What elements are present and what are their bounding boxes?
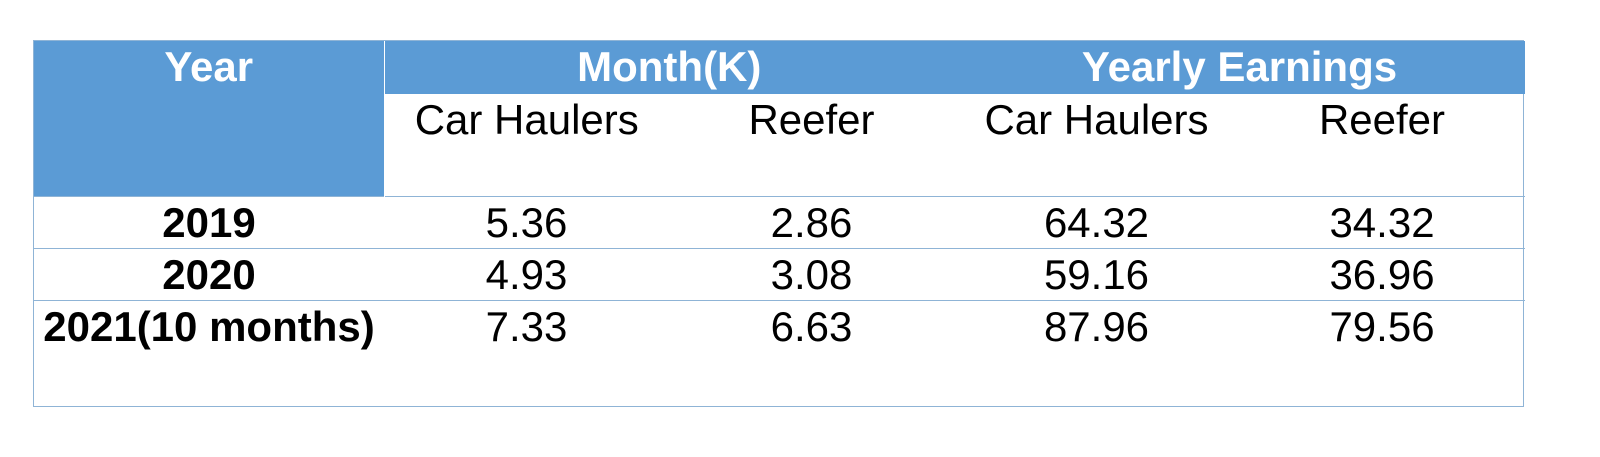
earnings-table: Year Month(K) Yearly Earnings Car Hauler… xyxy=(34,41,1526,406)
table-row: 2021(10 months) 7.33 6.63 87.96 79.56 xyxy=(34,300,1526,406)
row-year: 2019 xyxy=(34,196,384,249)
month-car-haulers-header: Car Haulers xyxy=(414,96,639,143)
table-cell: 64.32 xyxy=(954,196,1239,249)
table-cell: 59.16 xyxy=(954,248,1239,301)
row-year: 2020 xyxy=(34,248,384,301)
table-row: 2020 4.93 3.08 59.16 36.96 xyxy=(34,248,1526,301)
yearly-car-haulers-header: Car Haulers xyxy=(984,96,1209,143)
row-year: 2021(10 months) xyxy=(34,300,384,406)
earnings-table-container: Year Month(K) Yearly Earnings Car Hauler… xyxy=(33,40,1526,407)
month-group-header: Month(K) xyxy=(384,41,954,94)
table-cell: 4.93 xyxy=(384,248,669,301)
table-cell: 2.86 xyxy=(669,196,954,249)
table-cell: 34.32 xyxy=(1239,196,1526,249)
table-cell: 6.63 xyxy=(669,300,954,406)
table-cell: 36.96 xyxy=(1239,248,1526,301)
year-header: Year xyxy=(34,41,385,197)
yearly-earnings-group-header: Yearly Earnings xyxy=(954,41,1526,94)
table-cell: 7.33 xyxy=(384,300,669,406)
table-cell: 79.56 xyxy=(1239,300,1526,406)
table-cell: 3.08 xyxy=(669,248,954,301)
yearly-reefer-header: Reefer xyxy=(1318,96,1446,143)
table-cell: 87.96 xyxy=(954,300,1239,406)
table-row: 2019 5.36 2.86 64.32 34.32 xyxy=(34,196,1526,249)
table-cell: 5.36 xyxy=(384,196,669,249)
month-reefer-header: Reefer xyxy=(748,96,875,143)
